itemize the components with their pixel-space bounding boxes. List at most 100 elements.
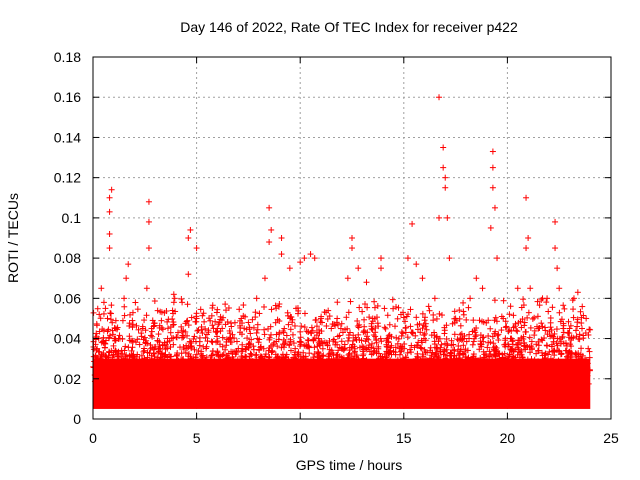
noise-point — [557, 389, 564, 396]
noise-point — [100, 310, 107, 317]
noise-point — [177, 382, 184, 389]
noise-point — [374, 370, 381, 377]
noise-point — [100, 388, 107, 395]
noise-point — [369, 383, 376, 390]
noise-point — [291, 322, 298, 329]
noise-point — [527, 324, 534, 331]
noise-point — [430, 317, 437, 324]
noise-point — [446, 383, 453, 390]
noise-point — [277, 367, 284, 374]
noise-point — [469, 328, 476, 335]
noise-point — [175, 329, 182, 336]
data-point — [444, 214, 451, 221]
noise-point — [426, 384, 433, 391]
noise-point — [469, 367, 476, 374]
noise-point — [522, 328, 529, 335]
noise-point — [131, 388, 138, 395]
noise-point — [371, 304, 378, 311]
noise-point — [404, 334, 411, 341]
noise-point — [428, 371, 435, 378]
noise-point — [305, 328, 312, 335]
noise-point — [170, 379, 177, 386]
y-axis-label: ROTI / TECUs — [5, 193, 21, 283]
data-point — [578, 325, 585, 332]
data-point — [487, 224, 494, 231]
noise-point — [163, 341, 170, 348]
data-point — [145, 245, 152, 252]
noise-point — [490, 383, 497, 390]
noise-point — [170, 299, 177, 306]
noise-point — [303, 328, 310, 335]
data-points — [90, 94, 594, 398]
noise-point — [383, 354, 390, 361]
noise-point — [164, 318, 171, 325]
noise-point — [261, 331, 268, 338]
noise-point — [558, 387, 565, 394]
noise-point — [179, 377, 186, 384]
noise-point — [224, 384, 231, 391]
noise-point — [565, 388, 572, 395]
noise-point — [156, 377, 163, 384]
noise-point — [387, 344, 394, 351]
noise-point — [463, 373, 470, 380]
noise-point — [102, 337, 109, 344]
noise-point — [433, 354, 440, 361]
noise-point — [370, 332, 377, 339]
noise-point — [520, 296, 527, 303]
noise-point — [185, 322, 192, 329]
noise-point — [359, 348, 366, 355]
noise-point — [265, 368, 272, 375]
noise-point — [214, 374, 221, 381]
noise-point — [129, 321, 136, 328]
noise-point — [334, 315, 341, 322]
noise-point — [296, 378, 303, 385]
noise-point — [538, 349, 545, 356]
noise-point — [287, 336, 294, 343]
noise-point — [449, 320, 456, 327]
x-tick-label: 5 — [193, 430, 201, 446]
noise-point — [316, 356, 323, 363]
noise-point — [273, 376, 280, 383]
noise-point — [282, 376, 289, 383]
noise-point — [287, 313, 294, 320]
noise-point — [172, 372, 179, 379]
noise-point — [122, 343, 129, 350]
noise-point — [209, 304, 216, 311]
noise-point — [111, 382, 118, 389]
noise-point — [100, 350, 107, 357]
noise-point — [159, 372, 166, 379]
data-point — [193, 245, 200, 252]
noise-point — [281, 383, 288, 390]
noise-point — [147, 332, 154, 339]
noise-point — [361, 316, 368, 323]
noise-point — [492, 314, 499, 321]
noise-point — [536, 302, 543, 309]
noise-point — [331, 376, 338, 383]
noise-point — [401, 380, 408, 387]
noise-point — [438, 341, 445, 348]
noise-point — [118, 360, 125, 367]
noise-point — [310, 384, 317, 391]
noise-point — [135, 368, 142, 375]
noise-point — [224, 363, 231, 370]
noise-point — [468, 389, 475, 396]
noise-point — [573, 378, 580, 385]
noise-point — [261, 356, 268, 363]
noise-point — [189, 356, 196, 363]
noise-point — [548, 364, 555, 371]
noise-point — [517, 383, 524, 390]
noise-point — [337, 383, 344, 390]
noise-point — [232, 360, 239, 367]
noise-point — [507, 303, 514, 310]
noise-point — [413, 358, 420, 365]
noise-point — [287, 370, 294, 377]
data-point — [355, 265, 362, 272]
noise-point — [114, 353, 121, 360]
noise-point — [536, 375, 543, 382]
noise-point — [446, 371, 453, 378]
noise-point — [381, 351, 388, 358]
noise-point — [304, 357, 311, 364]
noise-point — [338, 354, 345, 361]
noise-point — [202, 334, 209, 341]
data-point — [338, 345, 345, 352]
